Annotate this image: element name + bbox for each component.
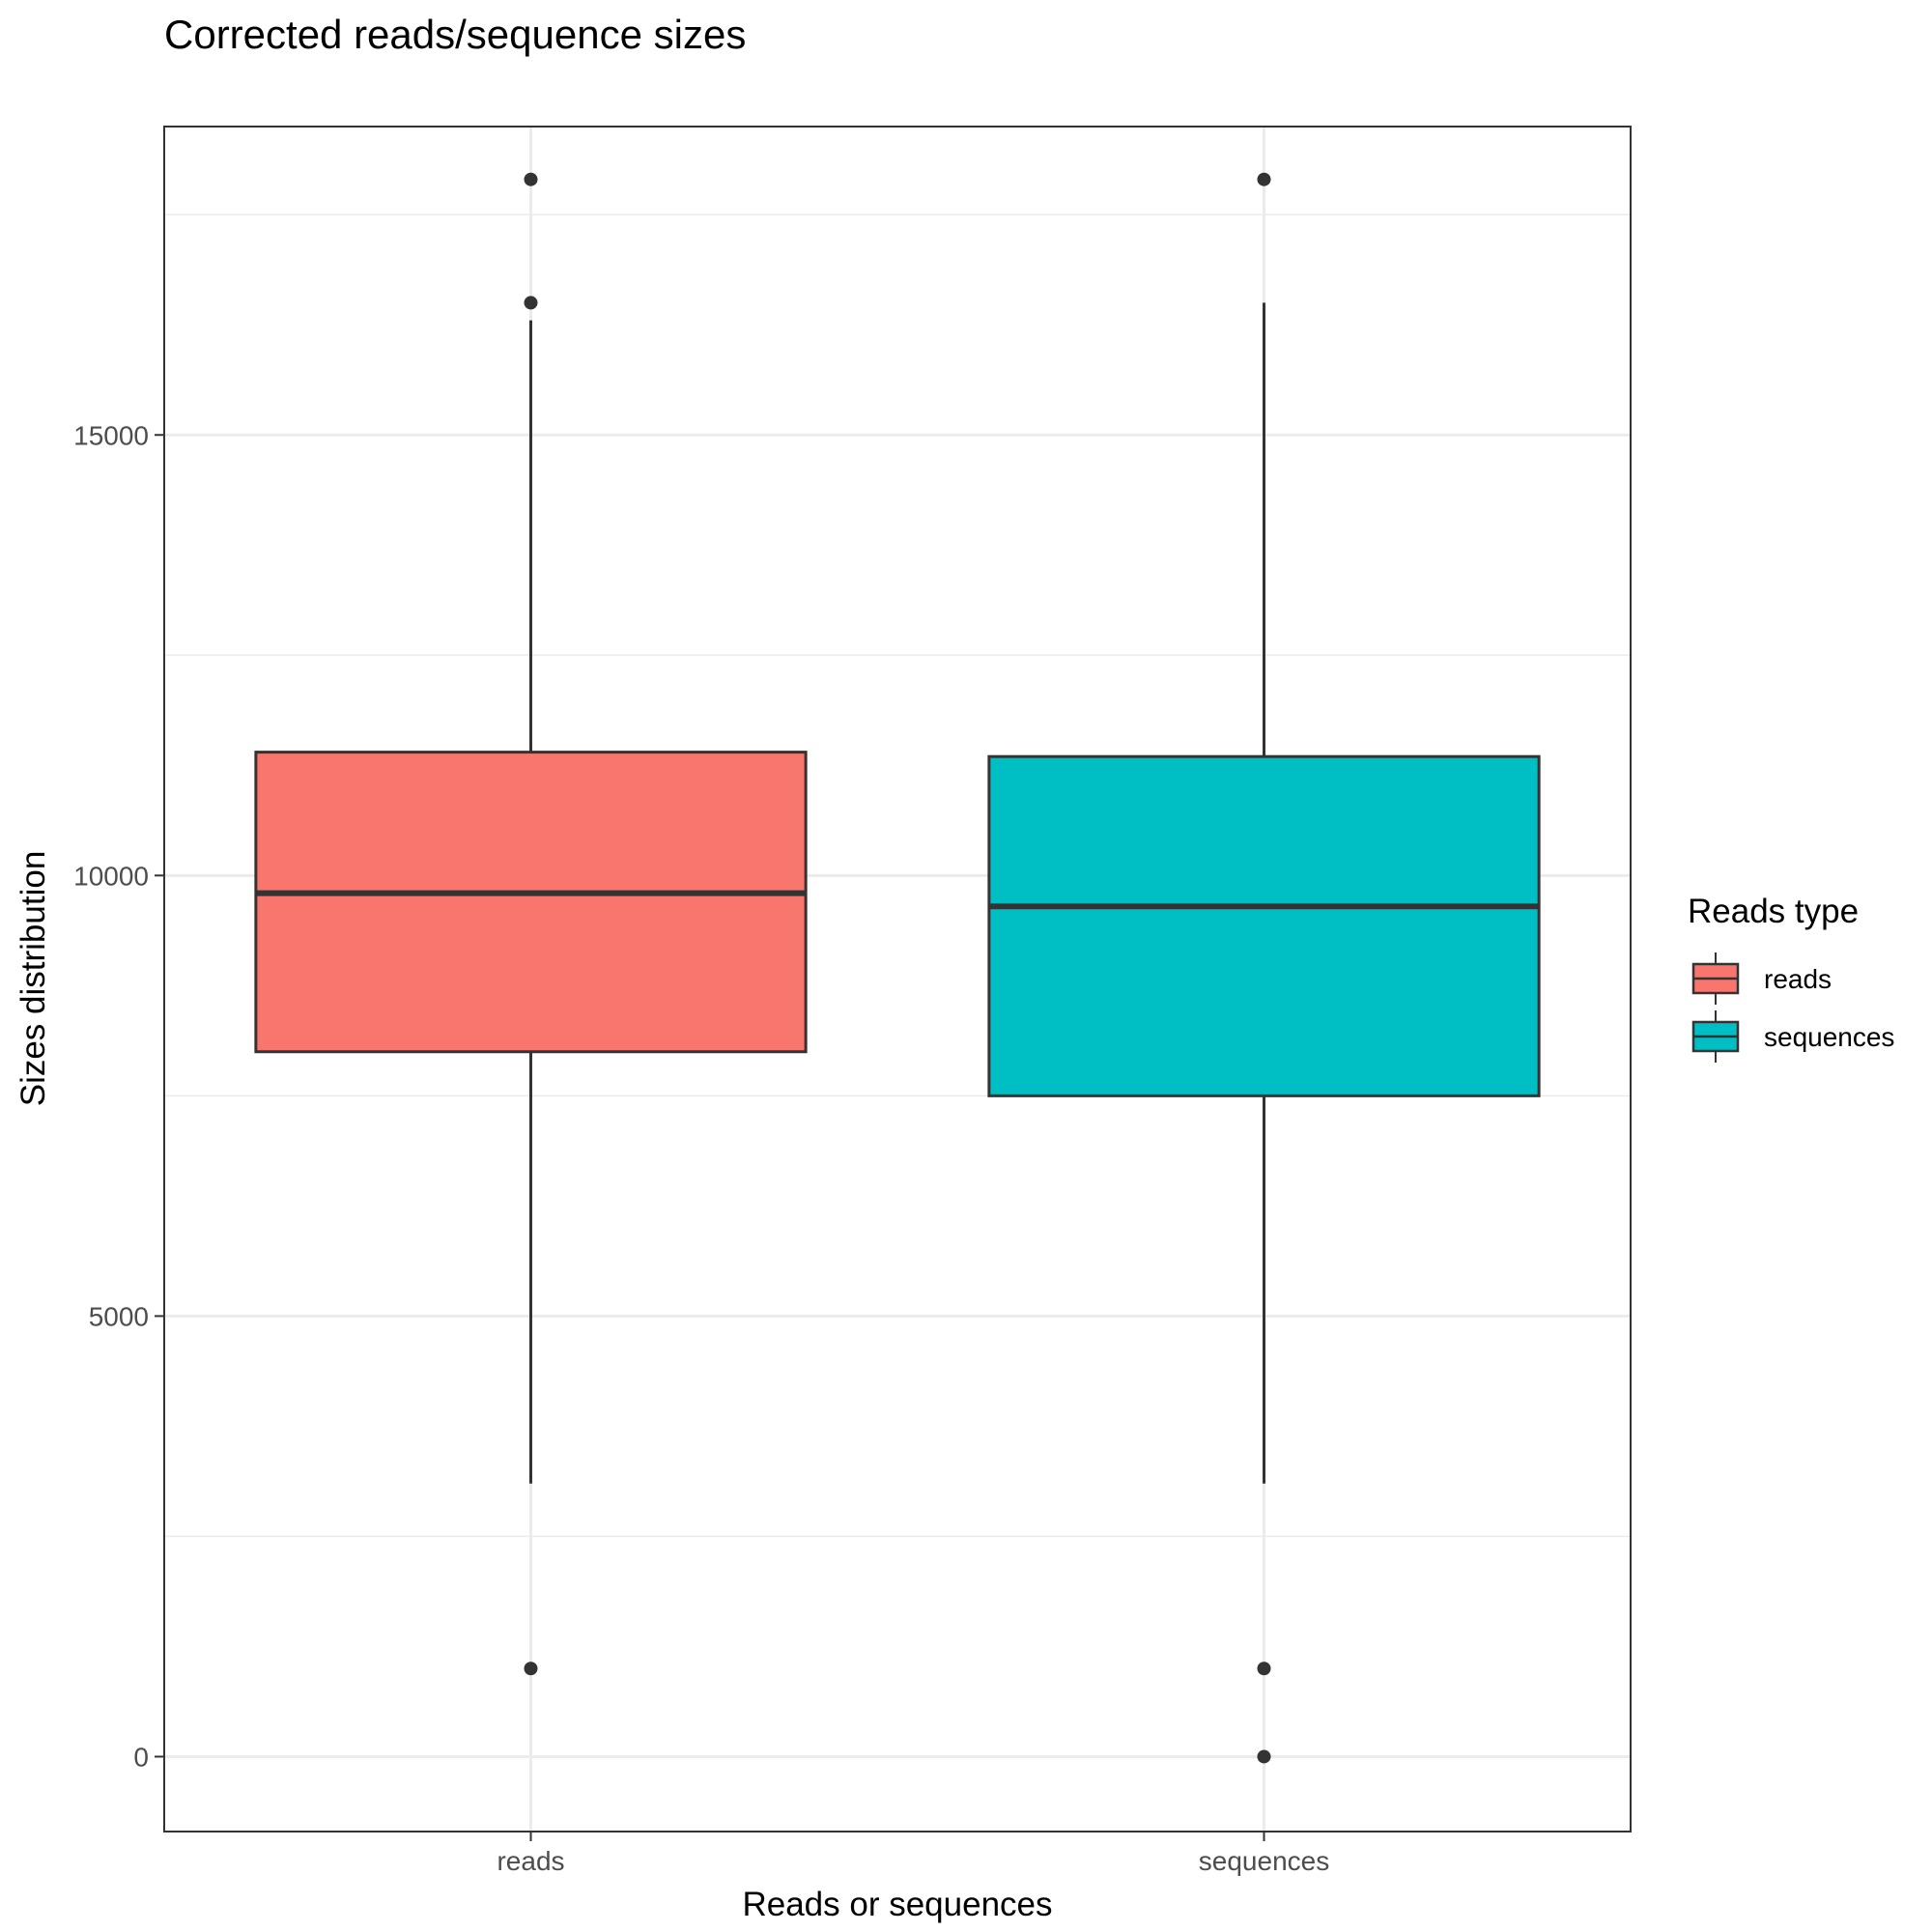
- legend-item-sequences: sequences: [1691, 1010, 1894, 1063]
- legend-label: sequences: [1764, 1022, 1894, 1052]
- outlier-point: [1257, 172, 1271, 186]
- outlier-point: [524, 172, 538, 186]
- y-tick-label: 10000: [73, 861, 149, 891]
- outlier-point: [524, 296, 538, 310]
- outlier-point: [1257, 1749, 1271, 1764]
- x-axis-title: Reads or sequences: [742, 1886, 1052, 1923]
- interquartile-box: [987, 754, 1541, 1097]
- y-tick-label: 0: [133, 1742, 149, 1772]
- outlier-point: [524, 1662, 538, 1676]
- axes: 0 5000 10000 15000 reads sequences: [73, 420, 1329, 1876]
- legend: Reads type reads sequences: [1688, 893, 1894, 1063]
- legend-item-reads: reads: [1691, 952, 1832, 1005]
- box-reads: [254, 172, 808, 1676]
- interquartile-box: [254, 751, 808, 1054]
- legend-title: Reads type: [1688, 893, 1859, 930]
- x-tick-label: sequences: [1199, 1846, 1329, 1876]
- plot-panel-border: [163, 126, 1632, 1833]
- boxes: [254, 172, 1541, 1764]
- y-axis-title: Sizes distribution: [14, 851, 52, 1107]
- chart-title: Corrected reads/sequence sizes: [164, 12, 746, 57]
- box-sequences: [987, 172, 1541, 1764]
- y-tick-label: 15000: [73, 420, 149, 450]
- x-tick-label: reads: [497, 1846, 564, 1876]
- legend-label: reads: [1764, 964, 1832, 994]
- y-tick-label: 5000: [89, 1301, 149, 1331]
- outlier-point: [1257, 1662, 1271, 1676]
